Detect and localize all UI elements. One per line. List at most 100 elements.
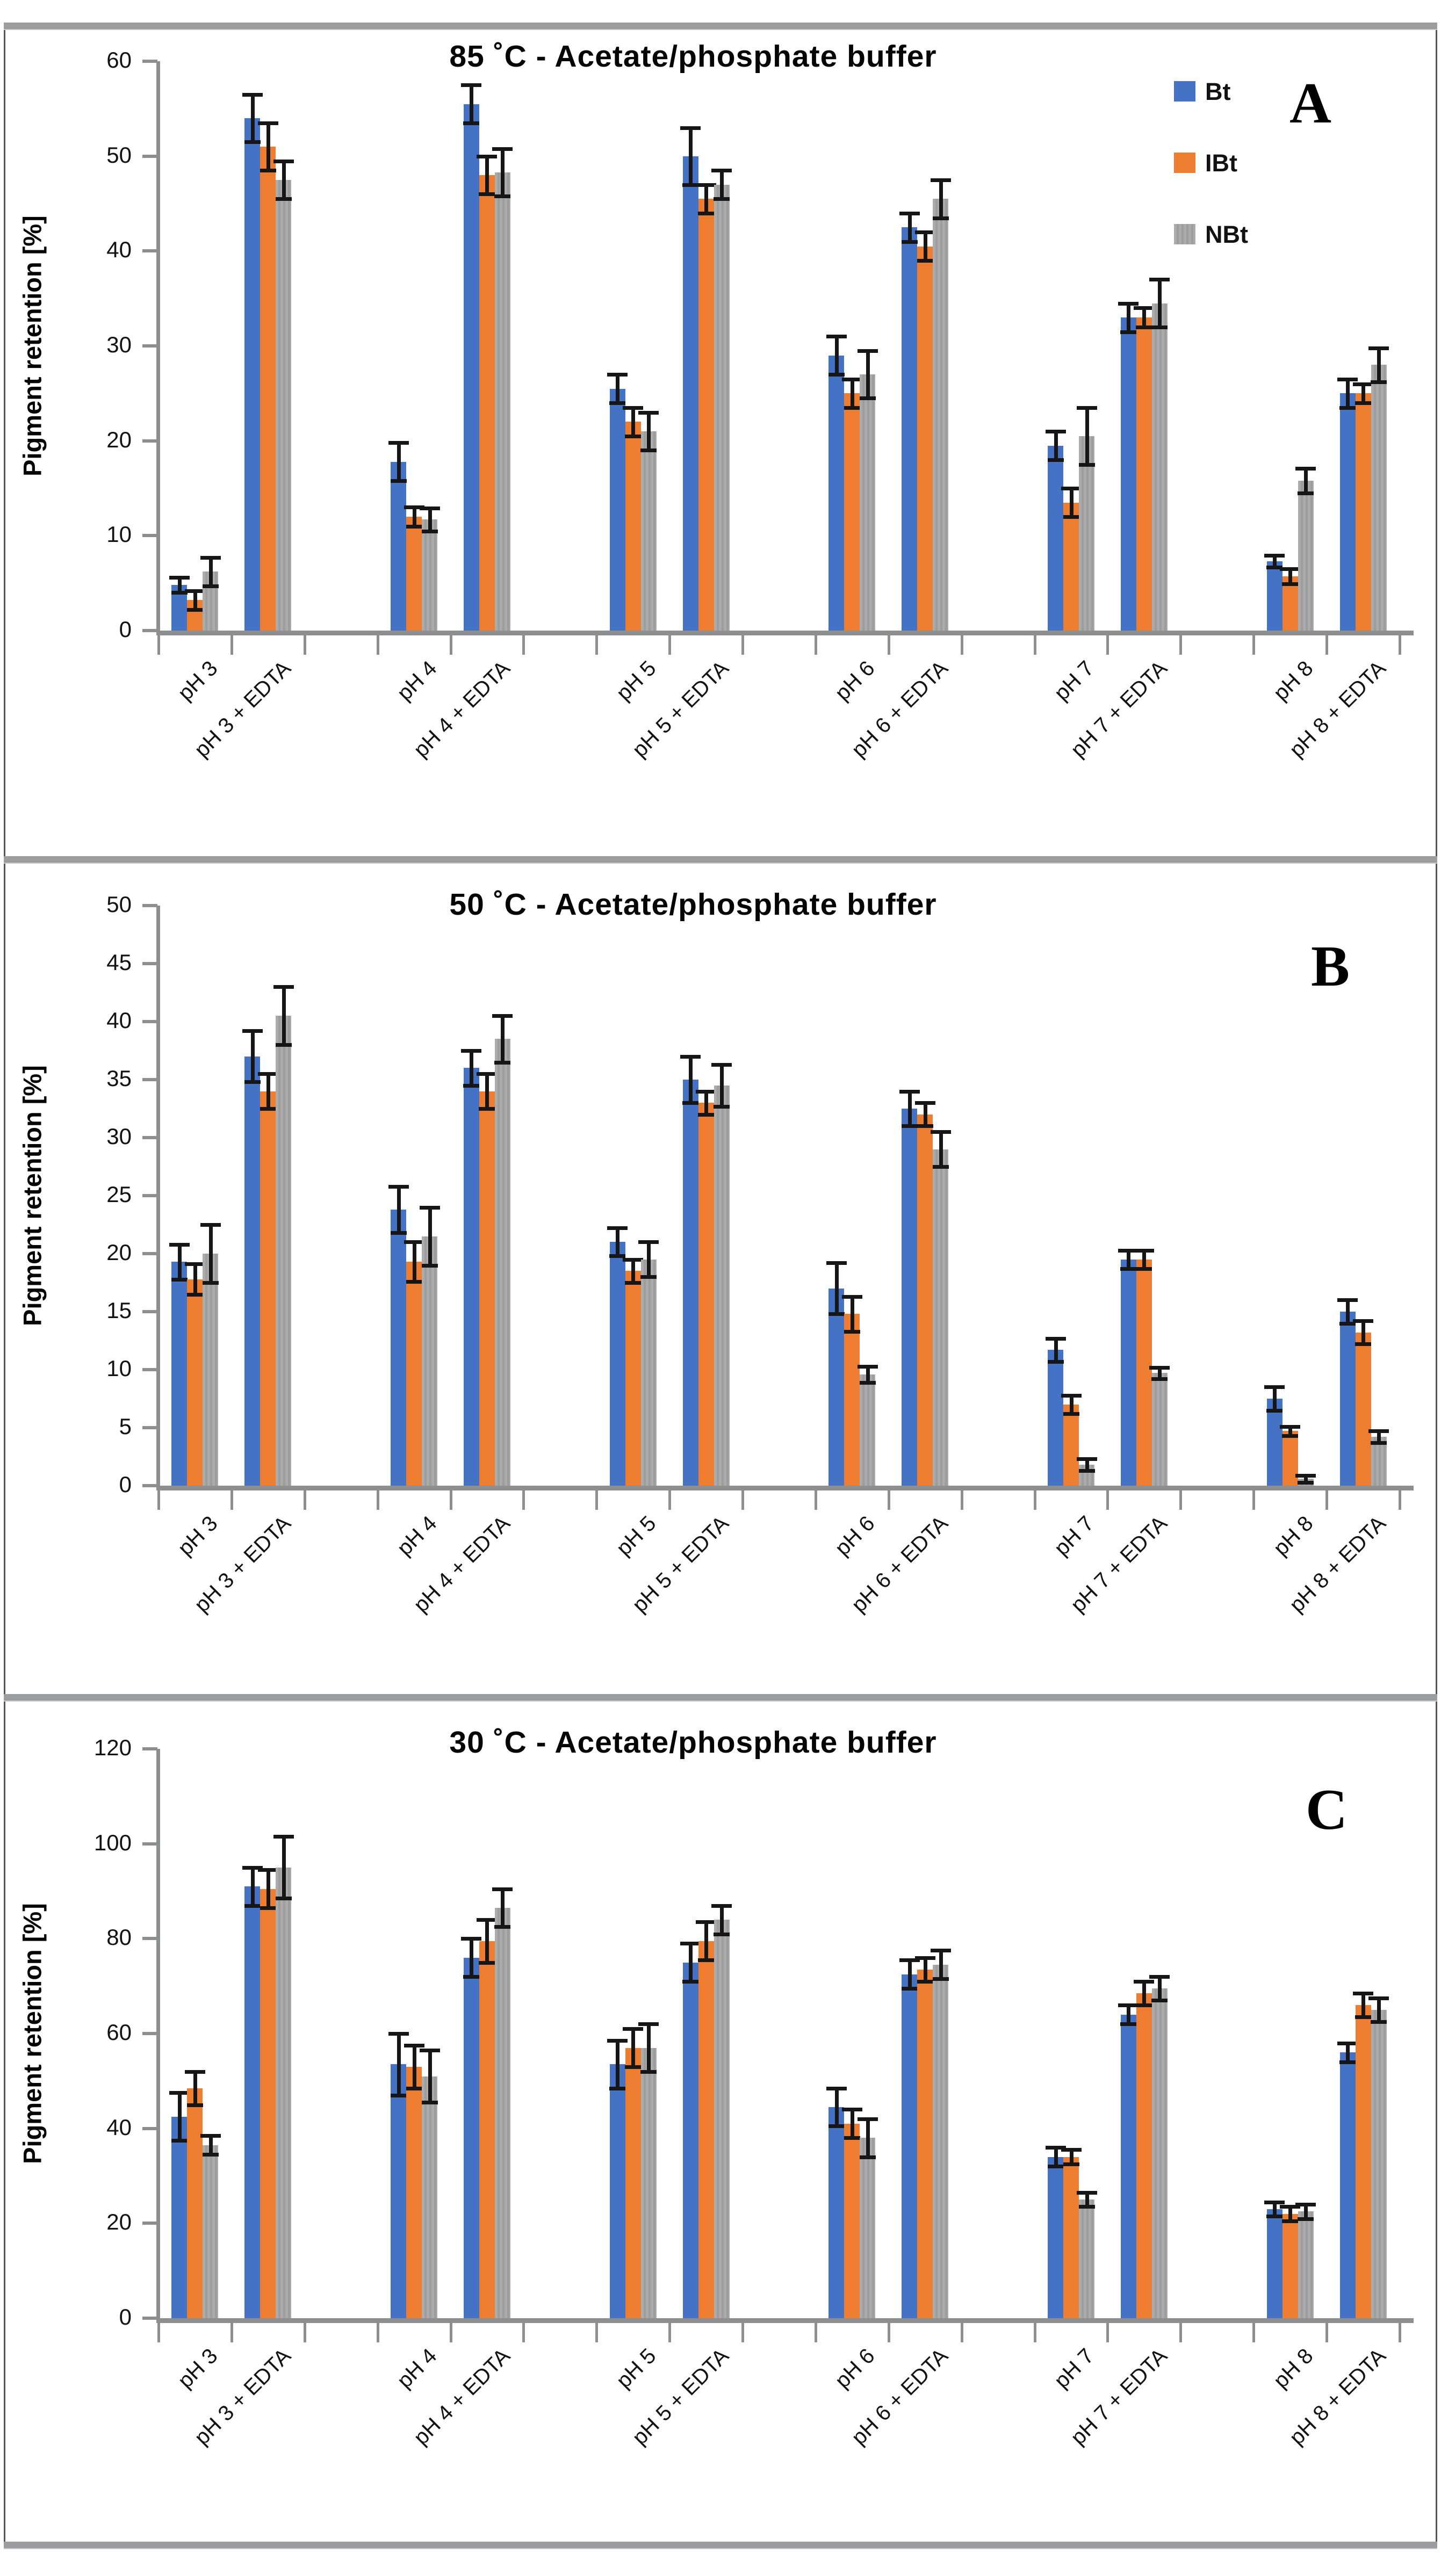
error-bar-cap <box>388 441 409 445</box>
x-axis-tick <box>303 635 306 655</box>
x-axis-tick <box>157 635 160 655</box>
error-bar-line <box>266 122 270 171</box>
error-bar-cap <box>404 1240 424 1244</box>
error-bar-cap <box>696 1920 717 1924</box>
error-bar-line <box>428 1207 432 1265</box>
error-bar-line <box>1069 2150 1073 2164</box>
bar-ibt-ph-4-+-edta <box>479 1091 495 1486</box>
error-bar-line <box>1304 2204 1308 2219</box>
bar-ibt-ph-6 <box>844 2123 860 2318</box>
legend-item-nbt: NBt <box>1174 221 1314 248</box>
bar-bt-ph-6-+-edta <box>902 1109 918 1486</box>
x-axis-category-label: pH 8 <box>1269 1511 1318 1560</box>
x-axis-category-label: pH 3 <box>174 2344 223 2393</box>
bar-bt-ph-3-+-edta <box>244 1886 261 2318</box>
bar-ibt-ph-4-+-edta <box>479 175 495 631</box>
error-bar-line <box>193 2071 197 2105</box>
bar-nbt-ph-8 <box>1298 480 1314 631</box>
bar-ibt-ph-7 <box>1063 502 1079 631</box>
y-axis-tick <box>142 1937 157 1941</box>
error-bar-cap <box>682 1101 699 1105</box>
error-bar-line <box>834 1263 839 1314</box>
error-bar-line <box>1346 1300 1350 1323</box>
top-separator-bar <box>4 23 1437 29</box>
error-bar-cap <box>200 555 221 560</box>
x-axis-tick <box>522 2323 525 2342</box>
bar-ibt-ph-5-+-edta <box>698 199 714 631</box>
error-bar-cap <box>260 1906 276 1910</box>
x-axis-tick <box>1033 635 1036 655</box>
error-bar-cap <box>1298 1480 1314 1485</box>
error-bar-cap <box>1063 515 1079 519</box>
error-bar-cap <box>1371 1441 1387 1445</box>
x-axis-category-label: pH 5 <box>611 2344 661 2393</box>
x-axis-tick <box>230 635 233 655</box>
error-bar-line <box>412 2045 416 2088</box>
error-bar-cap <box>461 83 482 88</box>
error-bar-cap <box>1136 325 1152 329</box>
error-bar-cap <box>1337 377 1358 381</box>
error-bar-cap <box>899 1089 920 1094</box>
x-axis-category-label: pH 8 <box>1269 2344 1318 2393</box>
error-bar-cap <box>625 2065 642 2069</box>
x-axis-tick <box>1033 2323 1036 2342</box>
error-bar-cap <box>171 591 188 595</box>
error-bar-line <box>1273 1387 1277 1410</box>
error-bar-cap <box>184 2070 205 2074</box>
x-axis-tick <box>960 1490 963 1510</box>
error-bar-line <box>704 1922 709 1960</box>
panel-c-title: 30 ˚C - Acetate/phosphate buffer <box>449 1725 937 1760</box>
bar-bt-ph-7-+-edta <box>1120 317 1136 631</box>
error-bar-cap <box>257 1868 278 1872</box>
error-bar-cap <box>1061 487 1082 490</box>
error-bar-cap <box>1063 2162 1079 2166</box>
error-bar-cap <box>184 589 205 593</box>
error-bar-line <box>193 590 197 610</box>
error-bar-line <box>923 1957 927 1981</box>
x-axis-tick <box>1252 1490 1256 1510</box>
bar-bt-ph-4 <box>391 1209 407 1486</box>
error-bar-cap <box>404 2044 424 2048</box>
error-bar-cap <box>696 183 717 187</box>
error-bar-cap <box>841 377 862 381</box>
y-axis-tick-label: 30 <box>106 1124 132 1149</box>
error-bar-cap <box>242 92 263 97</box>
error-bar-cap <box>492 1014 513 1018</box>
error-bar-cap <box>859 1380 876 1385</box>
error-bar-line <box>1085 2192 1089 2207</box>
bar-ibt-ph-5 <box>625 2047 641 2318</box>
error-bar-line <box>485 1920 489 1963</box>
error-bar-line <box>397 443 401 481</box>
error-bar-line <box>689 1056 693 1103</box>
error-bar-cap <box>1118 1248 1139 1253</box>
error-bar-line <box>631 2029 636 2067</box>
bar-bt-ph-3 <box>171 1262 188 1486</box>
error-bar-line <box>282 987 286 1045</box>
error-bar-cap <box>1149 278 1170 282</box>
error-bar-cap <box>1282 2219 1299 2223</box>
bar-bt-ph-6-+-edta <box>902 227 918 631</box>
x-axis-tick <box>1252 635 1256 655</box>
error-bar-cap <box>419 2048 440 2052</box>
error-bar-cap <box>1151 1999 1168 2003</box>
panel-a: 85 ˚C - Acetate/phosphate buffer A Pigme… <box>0 29 1441 856</box>
y-axis-tick-label: 20 <box>106 2209 132 2235</box>
error-bar-cap <box>406 1279 422 1284</box>
x-axis-line <box>156 631 1414 635</box>
y-axis-tick-label: 45 <box>106 950 132 975</box>
bar-ibt-ph-8-+-edta <box>1355 2005 1371 2318</box>
bar-bt-ph-6 <box>828 1288 845 1486</box>
error-bar-line <box>647 2024 651 2072</box>
y-axis-tick <box>142 2032 157 2035</box>
x-axis-tick <box>741 1490 745 1510</box>
x-axis-tick <box>522 635 525 655</box>
error-bar-line <box>501 1016 505 1062</box>
panel-c-plot-area: 0 20 40 60 80 100 120 pH 3 pH 3 + EDTA pH 4 pH 4 +… <box>94 1735 1414 2449</box>
bar-bt-ph-6 <box>828 355 845 631</box>
error-bar-cap <box>826 2086 847 2090</box>
x-axis-tick <box>960 2323 963 2342</box>
error-bar-line <box>1361 1321 1366 1344</box>
error-bar-cap <box>1118 301 1139 306</box>
